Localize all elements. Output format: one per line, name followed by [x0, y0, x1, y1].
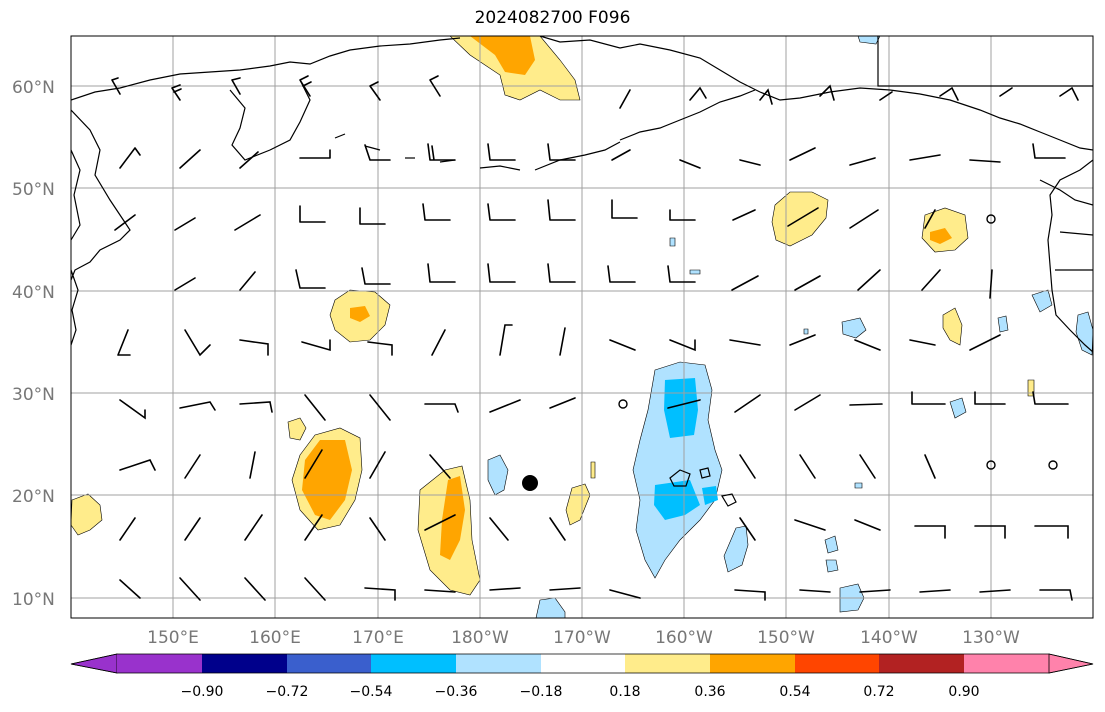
colorbar-segment [541, 654, 625, 673]
colorbar-tick-label: −0.90 [181, 684, 224, 700]
colorbar-max-extend [1048, 653, 1094, 674]
lon-label: 180°W [451, 628, 509, 648]
colorbar-tick-label: 0.36 [694, 684, 725, 700]
colorbar-segment [795, 654, 879, 673]
storm-center-marker [522, 475, 538, 491]
graticule [71, 36, 1093, 618]
colorbar-ticks: −0.90 −0.72 −0.54 −0.36 −0.18 0.18 0.36 … [181, 684, 980, 700]
colorbar-segment [879, 654, 964, 673]
colorbar-tick-label: −0.18 [520, 684, 563, 700]
map-canvas [71, 36, 1093, 618]
lon-label: 150°W [757, 628, 815, 648]
latitude-labels: 60°N 50°N 40°N 30°N 20°N 10°N [12, 78, 55, 610]
lon-label: 160°E [249, 628, 301, 648]
lon-label: 160°W [655, 628, 713, 648]
colorbar-segment [964, 654, 1049, 673]
map-frame [70, 35, 1094, 619]
colorbar-segment [202, 654, 287, 673]
calm-wind-markers [618, 214, 1058, 470]
colorbar-segment [710, 654, 795, 673]
colorbar-tick-label: 0.18 [609, 684, 640, 700]
colorbar-tick-label: 0.90 [948, 684, 979, 700]
map-title: 2024082700 F096 [474, 8, 631, 28]
lon-label: 130°W [962, 628, 1020, 648]
colorbar-tick-label: −0.72 [266, 684, 309, 700]
lat-label: 10°N [12, 590, 55, 610]
lat-label: 60°N [12, 78, 55, 98]
wind-barbs [111, 75, 1079, 601]
lat-label: 20°N [12, 487, 55, 507]
lon-label: 150°E [147, 628, 199, 648]
colorbar [70, 653, 1094, 674]
lon-label: 170°W [553, 628, 611, 648]
colorbar-tick-label: 0.72 [863, 684, 894, 700]
lon-label: 170°E [352, 628, 404, 648]
colorbar-tick-label: 0.54 [779, 684, 810, 700]
longitude-labels: 150°E 160°E 170°E 180°W 170°W 160°W 150°… [147, 628, 1020, 648]
colorbar-tick-label: −0.36 [435, 684, 478, 700]
lat-label: 40°N [12, 283, 55, 303]
colorbar-segment [117, 654, 202, 673]
colorbar-tick-label: −0.54 [350, 684, 393, 700]
lat-label: 30°N [12, 385, 55, 405]
lon-label: 140°W [860, 628, 918, 648]
colorbar-segment [371, 654, 456, 673]
positive-anomaly-regions [71, 36, 1035, 596]
colorbar-segment [287, 654, 371, 673]
colorbar-segment [456, 654, 541, 673]
lat-label: 50°N [12, 180, 55, 200]
colorbar-min-extend [70, 653, 118, 674]
colorbar-segment [625, 654, 710, 673]
